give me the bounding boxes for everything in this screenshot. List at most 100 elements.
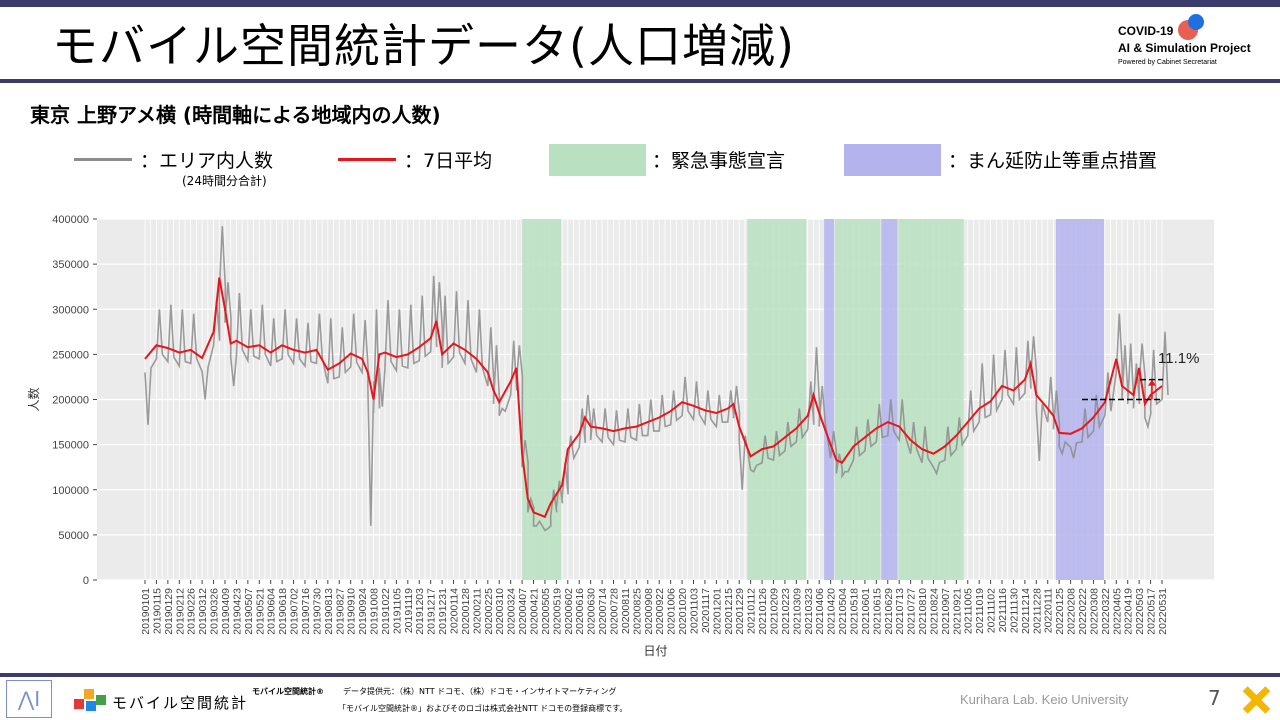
mobile-stats-logo-icon bbox=[74, 689, 106, 713]
x-tick-label: 20191217 bbox=[426, 588, 438, 635]
legend-green-swatch bbox=[549, 144, 646, 176]
x-tick-label: 20200211 bbox=[471, 588, 483, 634]
logo-blue-dot bbox=[1188, 14, 1204, 30]
x-tick-label: 20190423 bbox=[231, 588, 243, 635]
annotation-arrow-head bbox=[1148, 379, 1156, 386]
x-tick-label: 20190115 bbox=[151, 588, 163, 634]
x-tick-label: 20200114 bbox=[449, 588, 461, 634]
emergency-period bbox=[747, 219, 807, 580]
x-tick-label: 20210309 bbox=[791, 588, 803, 635]
x-tick-label: 20200714 bbox=[597, 588, 609, 635]
x-tick-label: 20210126 bbox=[757, 588, 769, 635]
y-tick-label: 100000 bbox=[52, 485, 89, 497]
lab-icon: ⋀I bbox=[6, 680, 52, 718]
x-axis-label: 日付 bbox=[643, 644, 667, 658]
x-tick-label: 20220322 bbox=[1100, 588, 1112, 635]
x-tick-label: 20191022 bbox=[380, 588, 392, 635]
legend-red-line bbox=[338, 158, 396, 161]
x-tick-label: 20190312 bbox=[197, 588, 209, 635]
x-tick-label: 20210615 bbox=[871, 588, 883, 635]
x-tick-label: 20200825 bbox=[631, 588, 643, 635]
y-axis-label: 人数 bbox=[26, 387, 41, 411]
x-tick-label: 20210713 bbox=[894, 588, 906, 635]
x-tick-label: 20210209 bbox=[768, 588, 780, 635]
x-tick-label: 20190910 bbox=[346, 588, 358, 635]
x-tick-label: 20200908 bbox=[643, 588, 655, 635]
x-tick-label: 20220222 bbox=[1077, 588, 1089, 635]
x-tick-label: 20201215 bbox=[723, 588, 735, 635]
x-tick-label: 20190212 bbox=[174, 588, 186, 635]
x-tick-label: 20200128 bbox=[460, 588, 472, 635]
x-tick-label: 20190326 bbox=[209, 588, 221, 635]
x-tick-label: 20190924 bbox=[357, 588, 369, 635]
x-tick-label: 20201103 bbox=[688, 588, 700, 634]
emergency-period bbox=[898, 219, 964, 580]
x-tick-label: 20211214 bbox=[1020, 588, 1032, 634]
x-tick-label: 20201117 bbox=[700, 588, 712, 633]
legend-blue-label: ：まん延防止等重点措置 bbox=[948, 150, 1158, 172]
x-tick-label: 20210420 bbox=[826, 588, 838, 635]
x-tick-label: 20201020 bbox=[677, 588, 689, 635]
x-tick-label: 20191119 bbox=[403, 588, 415, 633]
footer-lab: Kurihara Lab. Keio University bbox=[960, 692, 1129, 707]
x-tick-label: 20191008 bbox=[369, 588, 381, 635]
x-tick-label: 20190129 bbox=[163, 588, 175, 635]
logo-line3: Powered by Cabinet Secretariat bbox=[1118, 59, 1217, 66]
x-tick-label: 20190702 bbox=[289, 588, 301, 635]
legend-gray-label: ：エリア内人数 bbox=[140, 150, 274, 172]
page-number: 7 bbox=[1208, 686, 1221, 710]
x-tick-label: 20210112 bbox=[746, 588, 758, 634]
x-tick-label: 20211019 bbox=[974, 588, 986, 634]
x-tick-label: 20220503 bbox=[1134, 588, 1146, 635]
annotation-label: 11.1% bbox=[1158, 350, 1199, 367]
y-tick-label: 50000 bbox=[58, 530, 89, 542]
x-tick-label: 20190827 bbox=[334, 588, 346, 635]
y-tick-label: 200000 bbox=[52, 395, 89, 407]
page-title: モバイル空間統計データ(人口増減) bbox=[52, 19, 795, 73]
x-tick-label: 20210504 bbox=[837, 588, 849, 635]
legend-red-label: ：7日平均 bbox=[404, 150, 493, 172]
x-tick-label: 20201229 bbox=[734, 588, 746, 635]
x-tick-label: 20201201 bbox=[711, 588, 723, 635]
footer-brand: モバイル空間統計 bbox=[112, 694, 249, 712]
x-tick-label: 20200728 bbox=[609, 588, 621, 635]
x-tick-label: 20220517 bbox=[1146, 588, 1158, 635]
x-tick-label: 20200225 bbox=[483, 588, 495, 635]
x-tick-label: 20211228 bbox=[1031, 588, 1043, 634]
x-tick-label: 20210601 bbox=[860, 588, 872, 635]
x-tick-label: 20210629 bbox=[883, 588, 895, 635]
x-tick-label: 20200324 bbox=[506, 588, 518, 635]
logo-line1: COVID-19 bbox=[1118, 24, 1174, 38]
x-tick-label: 20210907 bbox=[940, 588, 952, 635]
x-tick-label: 20190604 bbox=[266, 588, 278, 635]
x-tick-label: 20210921 bbox=[951, 588, 963, 635]
series-line-7日平均 bbox=[144, 277, 1163, 519]
x-tick-label: 20220405 bbox=[1111, 588, 1123, 635]
x-tick-label: 20200616 bbox=[574, 588, 586, 635]
x-tick-label: 20200519 bbox=[551, 588, 563, 635]
x-tick-label: 20220125 bbox=[1054, 588, 1066, 635]
population-line-chart: 0 50000 100000 150000 200000 250000 300000 3500… bbox=[26, 214, 1214, 658]
x-tick-label: 20220111 bbox=[1043, 588, 1055, 633]
quasi-emergency-period bbox=[824, 219, 834, 580]
y-tick-label: 150000 bbox=[52, 440, 89, 452]
x-tick-label: 20200811 bbox=[620, 588, 632, 634]
project-mark-icon bbox=[1240, 684, 1272, 716]
x-tick-label: 20210223 bbox=[780, 588, 792, 635]
x-tick-label: 20190618 bbox=[277, 588, 289, 635]
x-tick-label: 20210727 bbox=[906, 588, 918, 635]
emergency-period bbox=[522, 219, 562, 580]
y-tick-label: 250000 bbox=[52, 349, 89, 361]
x-tick-label: 20190409 bbox=[220, 588, 232, 635]
legend-gray-line bbox=[74, 158, 132, 161]
x-tick-label: 20220208 bbox=[1066, 588, 1078, 635]
footer-source: データ提供元：（株）NTT ドコモ、（株）ドコモ・インサイトマーケティング bbox=[343, 687, 617, 696]
x-tick-label: 20210810 bbox=[917, 588, 929, 635]
x-tick-label: 20211130 bbox=[1008, 588, 1020, 633]
x-tick-label: 20190521 bbox=[254, 588, 266, 635]
legend-gray-note: (24時間分合計) bbox=[182, 174, 267, 188]
legend-blue-swatch bbox=[844, 144, 941, 176]
x-tick-label: 20200505 bbox=[540, 588, 552, 635]
x-tick-label: 20201006 bbox=[666, 588, 678, 635]
x-tick-label: 20210323 bbox=[803, 588, 815, 635]
